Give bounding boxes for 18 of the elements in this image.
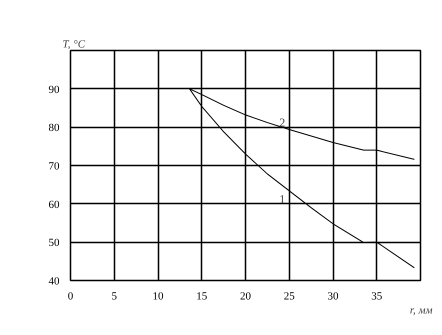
x-tick-label: 0 (68, 290, 74, 302)
annotation: 1 (279, 192, 286, 206)
x-tick-label: 30 (328, 290, 339, 302)
y-tick-label: 40 (48, 276, 60, 288)
y-axis-title: T, °C (62, 38, 86, 50)
y-tick-label: 60 (48, 198, 60, 211)
y-tick-label: 90 (48, 84, 60, 96)
annotation: 2 (279, 115, 286, 130)
y-tick-label: 50 (48, 237, 60, 250)
x-tick-label: 10 (152, 290, 164, 302)
y-tick-label: 70 (48, 160, 60, 172)
x-tick-label: 35 (371, 290, 383, 302)
x-tick-label: 15 (196, 290, 208, 302)
x-tick-label: 5 (112, 290, 118, 302)
y-tick-label: 80 (48, 122, 60, 134)
x-tick-label: 25 (284, 290, 296, 302)
x-axis-title: r, мм (410, 304, 433, 316)
x-tick-label: 20 (240, 290, 252, 302)
